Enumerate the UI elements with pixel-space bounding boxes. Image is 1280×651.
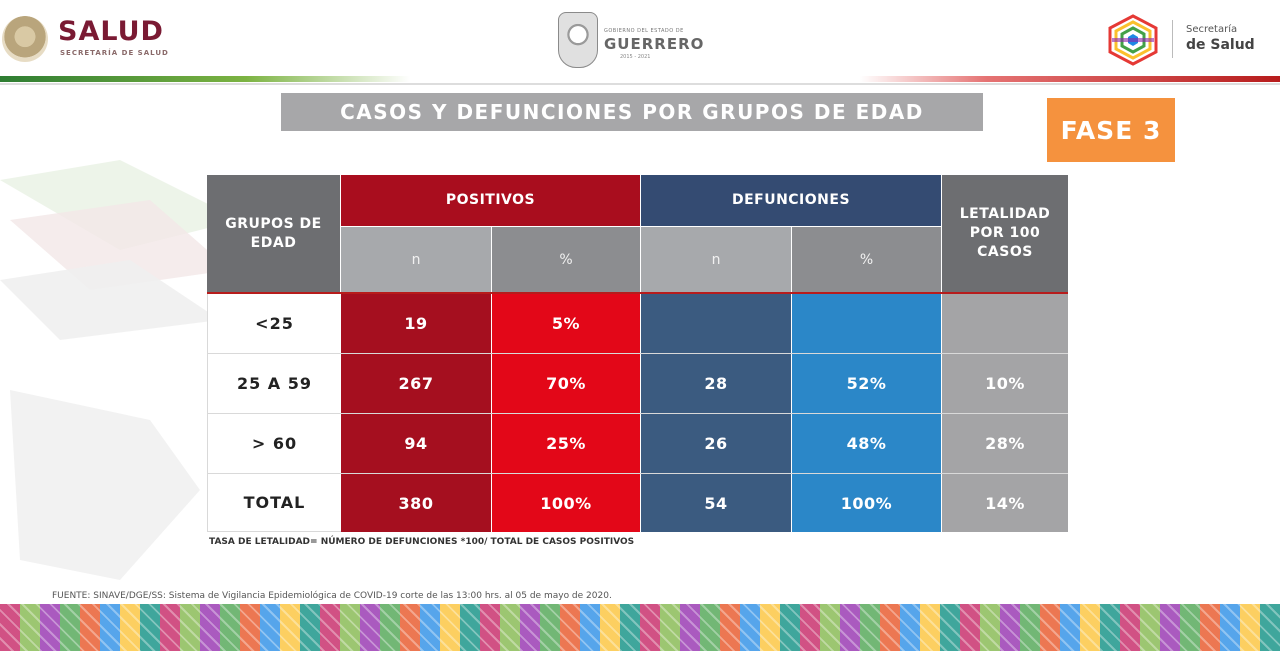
defunciones-n-cell: 26 [641,414,792,473]
letalidad-cell: 10% [942,354,1068,413]
header-bar: SALUD SECRETARÍA DE SALUD GOBIERNO DEL E… [0,0,1280,90]
secretaria-de-salud-logo: Secretaría de Salud [1104,14,1274,70]
total-label-cell: TOTAL [207,474,341,532]
guerrero-crest-icon [558,12,598,68]
header-separator [207,292,1068,294]
green-header-band [0,76,410,82]
phase-badge: FASE 3 [1047,98,1175,162]
subheader-positivos-n: n [341,227,492,292]
background-decoration [0,160,240,580]
age-group-cell: 25 A 59 [207,354,341,413]
salud-logo-title: SALUD [58,16,164,47]
data-source-note: FUENTE: SINAVE/DGE/SS: Sistema de Vigila… [52,591,612,601]
subheader-defunciones-pct: % [792,227,942,292]
header-divider [0,83,1280,85]
positivos-pct-total-cell: 100% [492,474,641,532]
subheader-positivos-pct: % [492,227,641,292]
guerrero-logo-caption: GOBIERNO DEL ESTADO DE [604,28,684,34]
cases-deaths-table: GRUPOS DE EDAD POSITIVOS DEFUNCIONES LET… [207,175,1068,532]
positivos-pct-cell: 5% [492,294,641,353]
letalidad-cell: 28% [942,414,1068,473]
lethality-formula-note: TASA DE LETALIDAD= NÚMERO DE DEFUNCIONES… [209,537,635,547]
defunciones-pct-cell: 52% [792,354,942,413]
header-defunciones: DEFUNCIONES [641,175,942,227]
positivos-n-cell: 267 [341,354,492,413]
positivos-pct-cell: 70% [492,354,641,413]
row-divider [207,353,1068,354]
guerrero-logo-name: GUERRERO [604,35,705,53]
mexico-seal-icon [2,16,48,62]
defunciones-pct-cell [792,294,942,353]
letalidad-total-cell: 14% [942,474,1068,532]
row-divider [207,473,1068,474]
defunciones-n-total-cell: 54 [641,474,792,532]
header-letalidad-label: LETALIDAD POR 100 CASOS [959,206,1051,260]
salud-logo-subtitle: SECRETARÍA DE SALUD [60,49,169,57]
guerrero-logo: GOBIERNO DEL ESTADO DE GUERRERO 2015 - 2… [558,12,708,70]
letalidad-cell [942,294,1068,353]
page-title: CASOS Y DEFUNCIONES POR GRUPOS DE EDAD [281,93,983,131]
positivos-n-cell: 19 [341,294,492,353]
header-positivos: POSITIVOS [341,175,641,227]
logo-divider [1172,20,1173,58]
header-grupos-de-edad-label: GRUPOS DE EDAD [225,215,322,251]
age-group-cell: <25 [207,294,341,353]
defunciones-n-cell [641,294,792,353]
positivos-n-total-cell: 380 [341,474,492,532]
positivos-pct-cell: 25% [492,414,641,473]
de-salud-label: de Salud [1186,37,1255,53]
header-letalidad: LETALIDAD POR 100 CASOS [942,175,1068,292]
salud-logo: SALUD SECRETARÍA DE SALUD [2,14,192,64]
secretaria-salud-emblem-icon [1108,14,1158,66]
header-grupos-de-edad: GRUPOS DE EDAD [207,175,341,292]
subheader-defunciones-n: n [641,227,792,292]
defunciones-pct-total-cell: 100% [792,474,942,532]
defunciones-pct-cell: 48% [792,414,942,473]
secretaria-label: Secretaría [1186,24,1238,35]
red-header-band [860,76,1280,82]
positivos-n-cell: 94 [341,414,492,473]
age-group-cell: > 60 [207,414,341,473]
decorative-footer-pattern [0,604,1280,651]
defunciones-n-cell: 28 [641,354,792,413]
guerrero-logo-years: 2015 - 2021 [620,54,651,60]
row-divider [207,413,1068,414]
